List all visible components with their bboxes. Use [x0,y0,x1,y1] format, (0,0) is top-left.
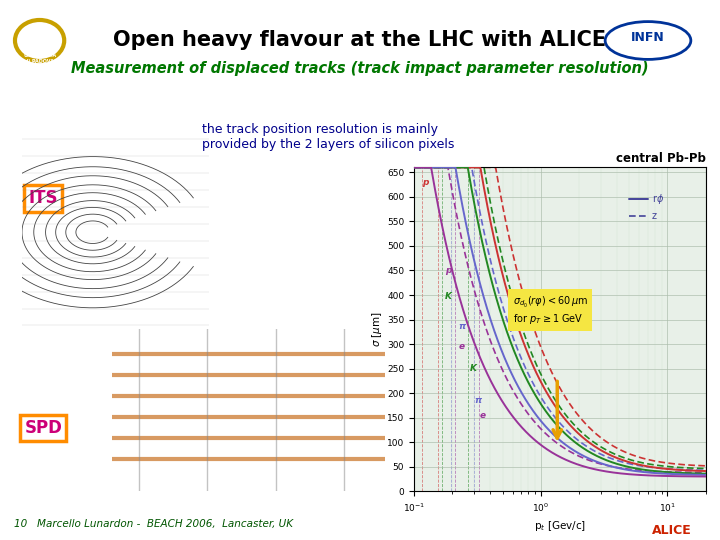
X-axis label: p$_t$ [Gev/c]: p$_t$ [Gev/c] [534,519,586,533]
Text: the track position resolution is mainly
provided by the 2 layers of silicon pixe: the track position resolution is mainly … [202,123,454,151]
Text: K: K [445,292,451,301]
Text: p: p [445,266,451,275]
Text: Open heavy flavour at the LHC with ALICE: Open heavy flavour at the LHC with ALICE [114,30,606,50]
Text: Measurement of displaced tracks (track impact parameter resolution): Measurement of displaced tracks (track i… [71,62,649,76]
Text: z: z [652,212,657,221]
Text: π: π [459,322,466,332]
Text: e: e [480,411,486,420]
Y-axis label: $\sigma$ [$\mu$m]: $\sigma$ [$\mu$m] [370,312,384,347]
Text: ALICE: ALICE [652,524,691,537]
Text: e: e [459,342,464,351]
Text: 10   Marcello Lunardon -  BEACH 2006,  Lancaster, UK: 10 Marcello Lunardon - BEACH 2006, Lanca… [14,519,294,529]
Text: central Pb-Pb: central Pb-Pb [616,152,706,165]
Text: $\sigma_{d_0}(r\varphi) < 60\,\mu$m
for $p_T \geq 1$ GeV: $\sigma_{d_0}(r\varphi) < 60\,\mu$m for … [513,295,588,326]
Text: r$\phi$: r$\phi$ [652,192,664,206]
Text: UNIVERSITÀ
di PADOVA: UNIVERSITÀ di PADOVA [23,53,56,64]
Text: INFN: INFN [631,31,665,44]
Text: π: π [474,396,482,405]
Text: K: K [469,364,477,373]
Text: SPD: SPD [24,419,62,437]
Text: p: p [422,178,428,187]
Text: ITS: ITS [29,190,58,207]
